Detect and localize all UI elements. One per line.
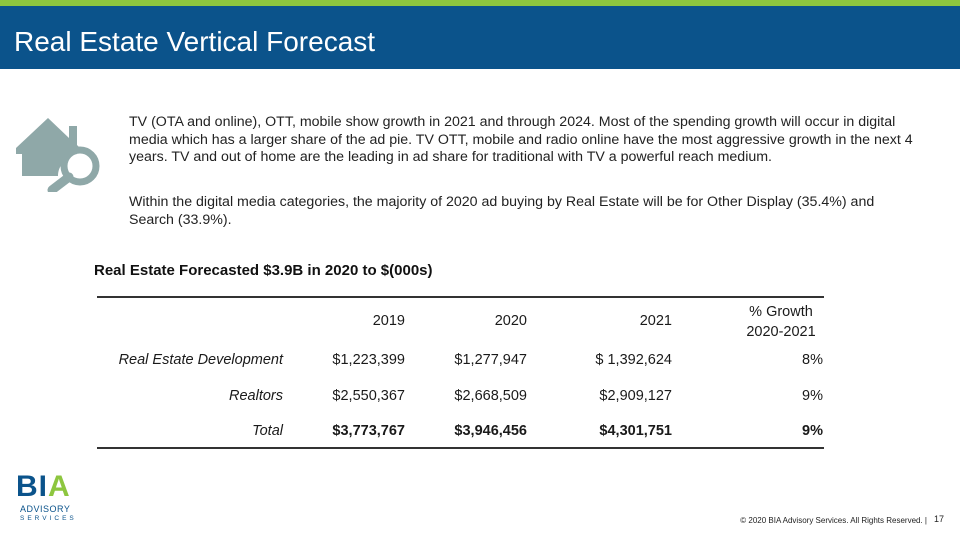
- cell-development-2020: $1,277,947: [454, 352, 527, 368]
- title-bar: Real Estate Vertical Forecast: [0, 6, 960, 69]
- logo-bi: BI: [16, 470, 48, 503]
- accent-bar: [0, 0, 960, 6]
- cell-total-2020: $3,946,456: [454, 423, 527, 439]
- cell-development-2021: $ 1,392,624: [595, 352, 672, 368]
- bia-logo: BIA ADVISORY SERVICES: [16, 470, 82, 526]
- copyright-footer: © 2020 BIA Advisory Services. All Rights…: [740, 516, 927, 525]
- header-growth: % Growth 2020-2021: [728, 302, 834, 342]
- table-top-rule: [97, 296, 824, 298]
- header-2019: 2019: [372, 313, 405, 329]
- summary-paragraph: TV (OTA and online), OTT, mobile show gr…: [129, 114, 913, 166]
- header-2020: 2020: [494, 313, 527, 329]
- row-label-development: Real Estate Development: [118, 352, 283, 368]
- house-search-icon: [16, 118, 100, 192]
- header-2021: 2021: [639, 313, 672, 329]
- logo-advisory: ADVISORY: [20, 504, 71, 514]
- table-title: Real Estate Forecasted $3.9B in 2020 to …: [94, 262, 433, 279]
- logo-wordmark: BIA: [16, 470, 71, 504]
- logo-services: SERVICES: [20, 515, 77, 522]
- header-growth-line1: % Growth: [749, 304, 813, 320]
- row-label-total: Total: [252, 423, 283, 439]
- page-number: 17: [934, 514, 945, 524]
- cell-total-2019: $3,773,767: [332, 423, 405, 439]
- cell-realtors-growth: 9%: [802, 388, 823, 404]
- page-title: Real Estate Vertical Forecast: [14, 26, 376, 57]
- cell-realtors-2020: $2,668,509: [454, 388, 527, 404]
- cell-development-2019: $1,223,399: [332, 352, 405, 368]
- cell-development-growth: 8%: [802, 352, 823, 368]
- logo-a: A: [48, 470, 71, 503]
- cell-realtors-2021: $2,909,127: [599, 388, 672, 404]
- cell-total-2021: $4,301,751: [599, 423, 672, 439]
- cell-total-growth: 9%: [802, 423, 823, 439]
- table-bottom-rule: [97, 447, 824, 449]
- digital-paragraph: Within the digital media categories, the…: [129, 194, 875, 228]
- row-label-realtors: Realtors: [229, 388, 283, 404]
- cell-realtors-2019: $2,550,367: [332, 388, 405, 404]
- header-growth-line2: 2020-2021: [746, 324, 816, 340]
